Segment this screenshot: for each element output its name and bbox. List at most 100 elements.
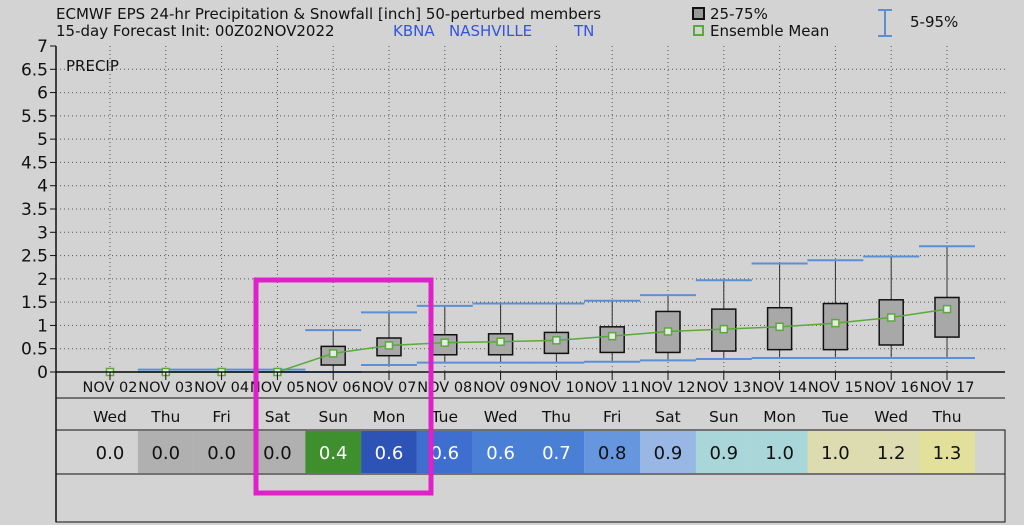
y-tick-label: 6 [37,84,48,104]
chart-title-line1: ECMWF EPS 24-hr Precipitation & Snowfall… [56,5,602,23]
box-whisker-nov-17 [919,245,975,360]
value-cell [361,431,417,473]
value-cell [305,431,362,473]
panel-label: PRECIP [66,57,119,75]
value-label: 0.6 [430,443,459,464]
mean-point [886,313,896,322]
mean-point [775,322,784,332]
forecast-table: NOV 02 Wed 0.0 NOV 03 Thu 0.0 NOV 04 Fri 0.0 NOV … [55,372,1006,523]
station-id: KBNA [393,22,435,40]
value-cell [528,431,585,473]
weekday-label: Sun [709,408,739,426]
mean-point [663,327,673,336]
value-cell [695,431,752,473]
value-cell [863,431,920,473]
value-label: 0.6 [375,443,404,464]
weekday-label: Thu [541,408,571,426]
value-cell [751,431,808,473]
iqr-box [878,299,904,346]
chart-title-line2: 15-day Forecast Init: 00Z02NOV2022 [56,22,335,40]
value-cell [640,431,696,473]
legend-mean-swatch [693,25,704,36]
date-label: NOV 12 [641,380,696,396]
highlight-box [253,277,434,496]
plot-background [56,46,1005,372]
value-cell [82,431,138,473]
value-cell [193,431,250,473]
date-label: NOV 11 [585,380,640,396]
date-label: NOV 04 [194,380,249,396]
value-label: 0.6 [486,443,515,464]
value-label: 0.4 [319,443,348,464]
legend-box-label: 25-75% [710,5,768,23]
value-label: 0.0 [207,443,236,464]
box-whisker-nov-15 [807,259,864,360]
y-tick-label: 0.5 [21,340,48,360]
date-label: NOV 13 [696,380,751,396]
mean-point [719,324,729,334]
value-label: 0.9 [709,443,738,464]
y-tick-label: 7 [37,37,48,57]
y-tick-label: 3.5 [21,200,48,220]
value-label: 1.2 [877,443,906,464]
value-cell [807,431,864,473]
date-label: NOV 10 [529,380,584,396]
y-tick-label: 4.5 [21,153,48,173]
box-whisker-nov-16 [863,255,920,360]
y-tick-label: 1.5 [21,293,48,313]
value-cell [919,431,975,473]
value-label: 0.9 [654,443,683,464]
value-label: 0.7 [542,443,571,464]
value-label: 0.0 [263,443,292,464]
weekday-label: Mon [373,408,406,426]
date-label: NOV 06 [306,380,361,396]
date-label: NOV 09 [473,380,528,396]
value-cell [249,431,306,473]
date-label: NOV 07 [362,380,417,396]
mean-point [942,304,952,314]
legend-range-label: 5-95% [910,13,959,31]
y-tick-label: 2 [37,270,48,290]
y-tick-label: 4 [37,177,48,197]
mean-point [496,337,505,346]
value-label: 0.0 [96,443,125,464]
y-tick-label: 1 [37,316,48,336]
legend-icons [692,7,892,37]
weekday-label: Tue [821,408,848,426]
mean-point [552,336,561,345]
y-tick-label: 5 [37,130,48,150]
plot-area: 0 0.5 1 1.5 2 2.5 3 3.5 4 4.5 5 5.5 6 6.5 7 PRECIP [21,37,1005,383]
y-tick-label: 0 [37,363,48,383]
weekday-label: Fri [212,408,230,426]
value-label: 0.8 [598,443,627,464]
mean-point [607,331,617,341]
empty-row-frame [55,473,1006,523]
date-label: NOV 03 [138,380,193,396]
date-label: NOV 16 [864,380,919,396]
legend-range-icon [878,9,892,37]
date-label: NOV 15 [808,380,863,396]
value-cell [472,431,529,473]
weekday-label: Thu [931,408,961,426]
weekday-label: Fri [603,408,621,426]
mean-point [384,341,394,350]
weekday-label: Wed [874,408,908,426]
mean-point [831,318,840,328]
value-label: 1.0 [765,443,794,464]
date-label: NOV 14 [752,380,807,396]
mean-point [440,338,450,347]
legend-box-swatch [692,7,705,20]
weekday-label: Sun [318,408,348,426]
value-cell [137,431,194,473]
y-tick-label: 3 [37,223,48,243]
value-label: 1.3 [933,443,962,464]
weekday-label: Wed [484,408,518,426]
station-name: NASHVILLE [449,22,533,40]
weekday-label: Sat [655,408,680,426]
weekday-label: Mon [763,408,796,426]
date-label: NOV 02 [83,380,138,396]
value-label: 1.0 [821,443,850,464]
mean-point [328,349,338,358]
value-cell [584,431,641,473]
